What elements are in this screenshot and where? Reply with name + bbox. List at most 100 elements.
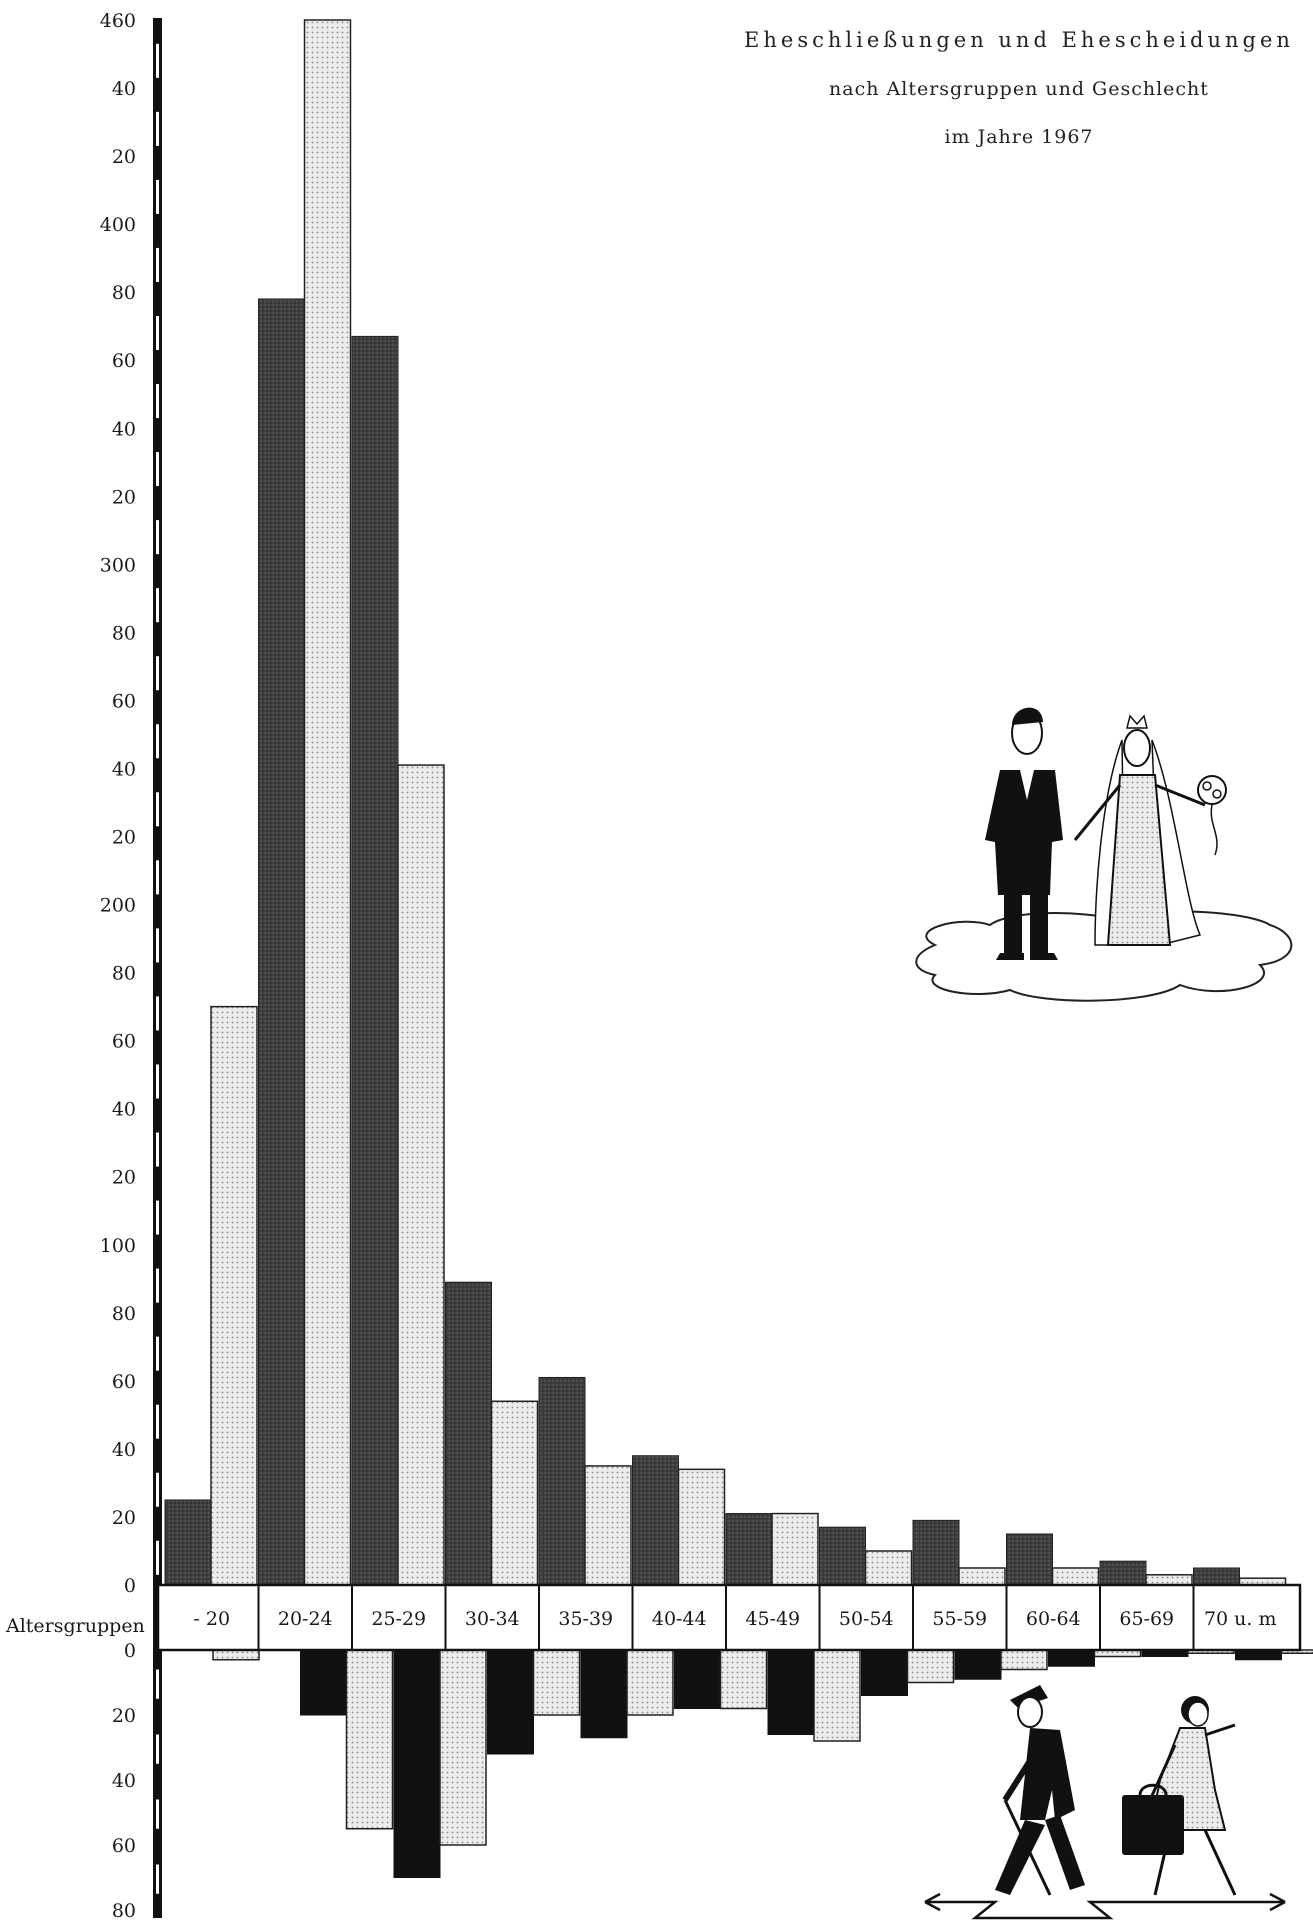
bar-divorce-dotted: [719, 1649, 768, 1710]
bar-marriage-dark: [258, 298, 305, 1586]
y-axis-tick-segment: [156, 1472, 159, 1507]
y-axis: [153, 18, 162, 1918]
category-band: Altersgruppen - 20 20-24 25-29 30-34 35-39 40…: [5, 1583, 1302, 1652]
category-label: 25-29: [371, 1608, 426, 1630]
y-axis-tick-segment: [156, 656, 159, 691]
y-axis-tick-segment: [156, 588, 159, 623]
y-tick-label: 80: [112, 282, 136, 304]
bar-divorce-dotted: [906, 1649, 955, 1684]
category-label: 55-59: [932, 1608, 987, 1630]
bar-divorce-dotted: [345, 1649, 394, 1830]
y-tick-label: 460: [100, 10, 136, 32]
y-axis-tick-segment: [156, 384, 159, 419]
y-axis-bar: [153, 18, 162, 1918]
bar-marriage-dotted: [677, 1468, 726, 1586]
y-tick-label: 60: [112, 1031, 136, 1053]
bar-marriage-dotted: [303, 19, 352, 1586]
bar-divorce-solid: [861, 1649, 908, 1696]
bar-divorce-dotted: [1000, 1649, 1048, 1671]
y-axis-tick-segment: [156, 1132, 159, 1167]
y-axis-tick-segment: [156, 247, 159, 282]
category-label: 60-64: [1026, 1608, 1081, 1630]
y-tick-label: 80: [112, 1303, 136, 1325]
category-label: 65-69: [1119, 1608, 1174, 1630]
wedding-couple-illustration: [915, 707, 1293, 1002]
y-tick-label: 40: [112, 758, 136, 780]
category-label: 35-39: [558, 1608, 613, 1630]
y-axis-tick-segment: [156, 1540, 159, 1575]
y-tick-label: 40: [112, 1099, 136, 1121]
category-label: 45-49: [745, 1608, 800, 1630]
bar-marriage-dark: [1193, 1567, 1240, 1586]
bar-marriage-dotted: [864, 1550, 913, 1586]
bar-divorce-dotted: [813, 1649, 861, 1742]
y-tick-label: 100: [100, 1235, 136, 1257]
bar-marriage-dotted: [397, 764, 445, 1586]
bar-divorce-solid: [674, 1649, 721, 1709]
bar-marriage-dotted: [490, 1400, 539, 1586]
y-tick-label: 40: [112, 1439, 136, 1461]
bar-divorce-dotted: [532, 1649, 581, 1716]
y-tick-label: 40: [112, 418, 136, 440]
bar-marriage-dark: [538, 1376, 586, 1586]
separating-couple-illustration: [924, 1685, 1286, 1920]
y-tick-label: 400: [100, 214, 136, 236]
y-axis-tick-segment: [156, 1799, 159, 1829]
y-axis-tick-segment: [156, 1669, 159, 1699]
bar-divorce-solid: [580, 1649, 628, 1739]
y-tick-label: 80: [112, 963, 136, 985]
bar-marriage-dotted: [584, 1465, 632, 1586]
bar-marriage-dark: [351, 335, 399, 1586]
y-tick-label: 200: [100, 895, 136, 917]
y-axis-tick-segment: [156, 1336, 159, 1371]
bar-divorce-solid: [954, 1649, 1002, 1680]
y-tick-label: 80: [112, 1900, 136, 1922]
y-tick-label: 20: [112, 827, 136, 849]
bar-marriage-dotted: [771, 1512, 819, 1586]
y-axis-tick-segment: [156, 315, 159, 351]
y-tick-label: 20: [112, 146, 136, 168]
y-axis-tick-segment: [156, 520, 159, 555]
bar-divorce-solid: [487, 1649, 534, 1755]
bar-marriage-dark: [725, 1513, 773, 1586]
y-tick-label: 20: [112, 1705, 136, 1727]
category-label: 20-24: [278, 1608, 333, 1630]
bar-divorce-solid: [393, 1649, 441, 1878]
y-tick-label: 20: [112, 1507, 136, 1529]
y-tick-label: 60: [112, 350, 136, 372]
y-tick-label: 0: [124, 1575, 136, 1597]
bar-marriage-dark: [1006, 1533, 1053, 1586]
bar-marriage-dark: [819, 1526, 866, 1586]
y-tick-label: 40: [112, 1770, 136, 1792]
bar-marriage-dark: [1099, 1560, 1147, 1586]
category-label: - 20: [193, 1608, 230, 1630]
y-tick-label: 0: [124, 1640, 136, 1662]
bar-marriage-dotted: [1145, 1574, 1193, 1586]
category-label: 70 u. m: [1204, 1608, 1277, 1630]
y-axis-tick-segment: [156, 928, 159, 963]
bar-divorce-dotted: [626, 1649, 674, 1716]
bar-divorce-dotted: [439, 1649, 487, 1846]
bar-marriage-dark: [445, 1281, 492, 1586]
y-axis-tick-segment: [156, 111, 159, 146]
category-label: 40-44: [652, 1608, 707, 1630]
bar-marriage-dotted: [1051, 1567, 1100, 1586]
y-tick-label: 60: [112, 690, 136, 712]
category-band-box: [156, 1583, 1302, 1652]
category-label: 50-54: [839, 1608, 894, 1630]
y-axis-tick-segment: [156, 43, 159, 78]
y-tick-label: 20: [112, 486, 136, 508]
y-axis-tick-segment: [156, 724, 159, 759]
y-tick-label: 80: [112, 622, 136, 644]
y-axis-tick-segment: [156, 1268, 159, 1303]
y-tick-label: 300: [100, 554, 136, 576]
y-axis-tick-segment: [156, 1404, 159, 1439]
bar-divorce-dotted: [1280, 1649, 1313, 1654]
y-axis-tick-segment: [156, 179, 159, 214]
chart-title-line-3: im Jahre 1967: [944, 126, 1094, 148]
y-tick-label: 60: [112, 1835, 136, 1857]
y-axis-tick-segment: [156, 1864, 159, 1894]
bar-marriage-dark: [632, 1455, 679, 1586]
chart-title-line-1: Eheschließungen und Ehescheidungen: [744, 28, 1294, 52]
